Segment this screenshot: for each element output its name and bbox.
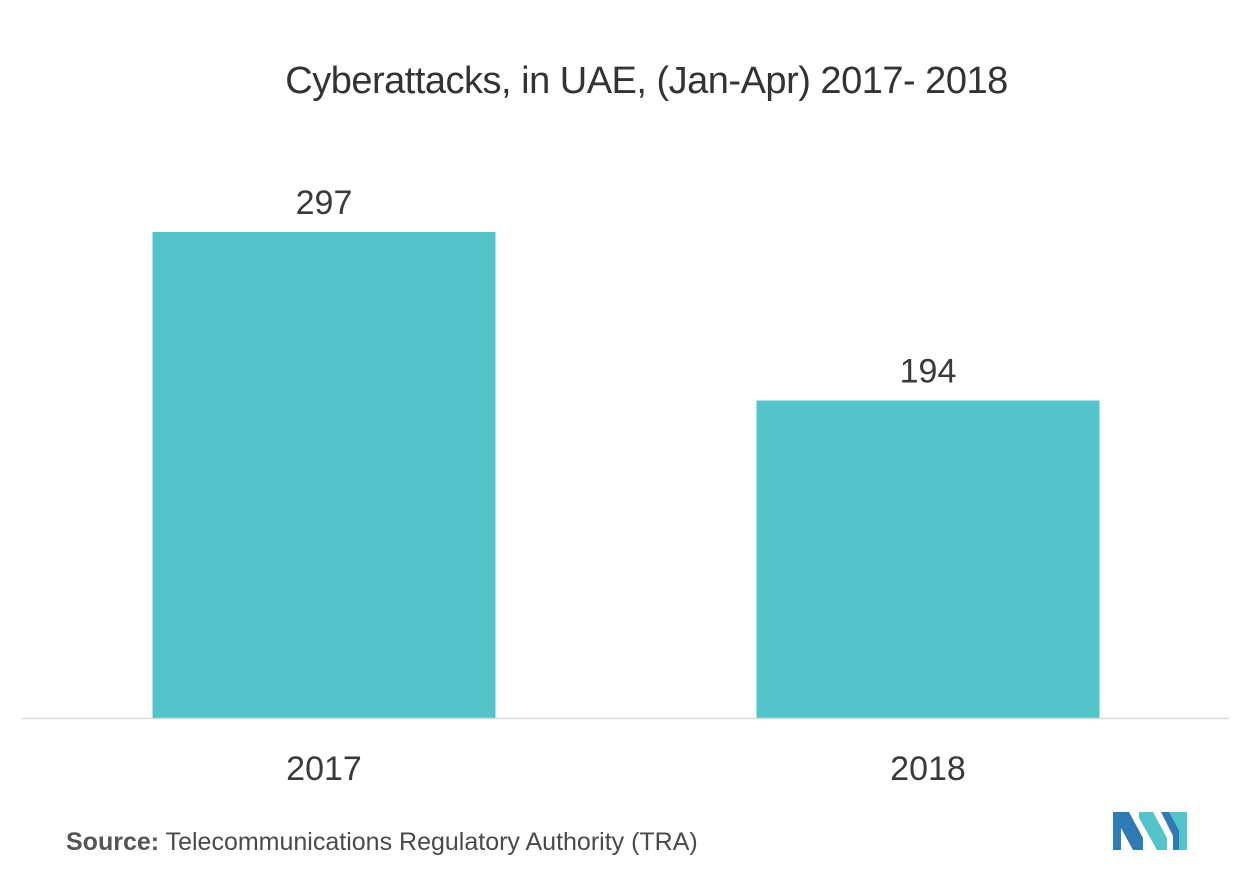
data-label-2017: 297 (296, 184, 353, 222)
data-label-2018: 194 (900, 353, 957, 391)
bar-2017 (152, 232, 496, 718)
source-note: Source: Telecommunications Regulatory Au… (66, 828, 698, 857)
x-tick-label-2018: 2018 (890, 750, 966, 788)
mordor-intelligence-logo-icon (1113, 812, 1187, 850)
source-label: Source: (66, 828, 160, 856)
chart-title: Cyberattacks, in UAE, (Jan-Apr) 2017- 20… (285, 60, 1008, 102)
bar-2018 (756, 400, 1100, 718)
source-text: Telecommunications Regulatory Authority … (159, 828, 698, 856)
x-tick-label-2017: 2017 (286, 750, 362, 788)
